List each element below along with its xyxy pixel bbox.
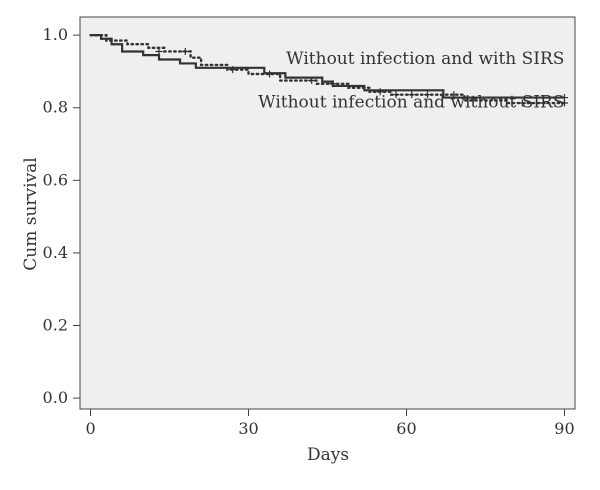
series-layer (89, 33, 568, 107)
x-tick-label: 60 (396, 419, 416, 438)
censor-mark (392, 91, 400, 99)
censor-mark (539, 99, 547, 107)
curve-annotation: Without infection and with SIRS (286, 49, 564, 69)
y-tick-label: 0.0 (43, 388, 68, 407)
censor-mark (229, 66, 237, 74)
y-axis: 0.0 0.2 0.4 0.6 0.8 1.0 (43, 25, 80, 407)
censor-mark (424, 91, 432, 99)
y-tick-label: 0.6 (43, 170, 68, 189)
y-axis-label: Cum survival (21, 157, 41, 271)
plot-area (79, 16, 576, 410)
censor-mark (560, 99, 568, 107)
y-tick-label: 0.4 (43, 243, 68, 262)
censor-mark (376, 88, 384, 96)
x-tick-label: 0 (85, 419, 95, 438)
y-tick-label: 0.8 (43, 98, 68, 117)
curve-annotation: Without infection and without SIRS (258, 93, 564, 113)
censor-mark (308, 77, 316, 85)
annotation-layer: Without infection and with SIRS Without i… (258, 49, 564, 113)
x-axis-label: Days (307, 445, 349, 465)
survival-curve-dotted (89, 33, 566, 105)
x-axis: 0 30 60 90 (85, 409, 575, 438)
y-tick-label: 0.2 (43, 316, 68, 335)
censor-mark (155, 47, 163, 55)
censor-mark (450, 91, 458, 99)
censor-mark (266, 70, 274, 78)
y-tick-label: 1.0 (43, 25, 68, 44)
censor-mark (181, 47, 189, 55)
censor-mark (329, 80, 337, 88)
x-tick-label: 90 (554, 419, 574, 438)
censor-mark (518, 99, 526, 107)
x-tick-label: 30 (238, 419, 258, 438)
censor-mark (408, 91, 416, 99)
